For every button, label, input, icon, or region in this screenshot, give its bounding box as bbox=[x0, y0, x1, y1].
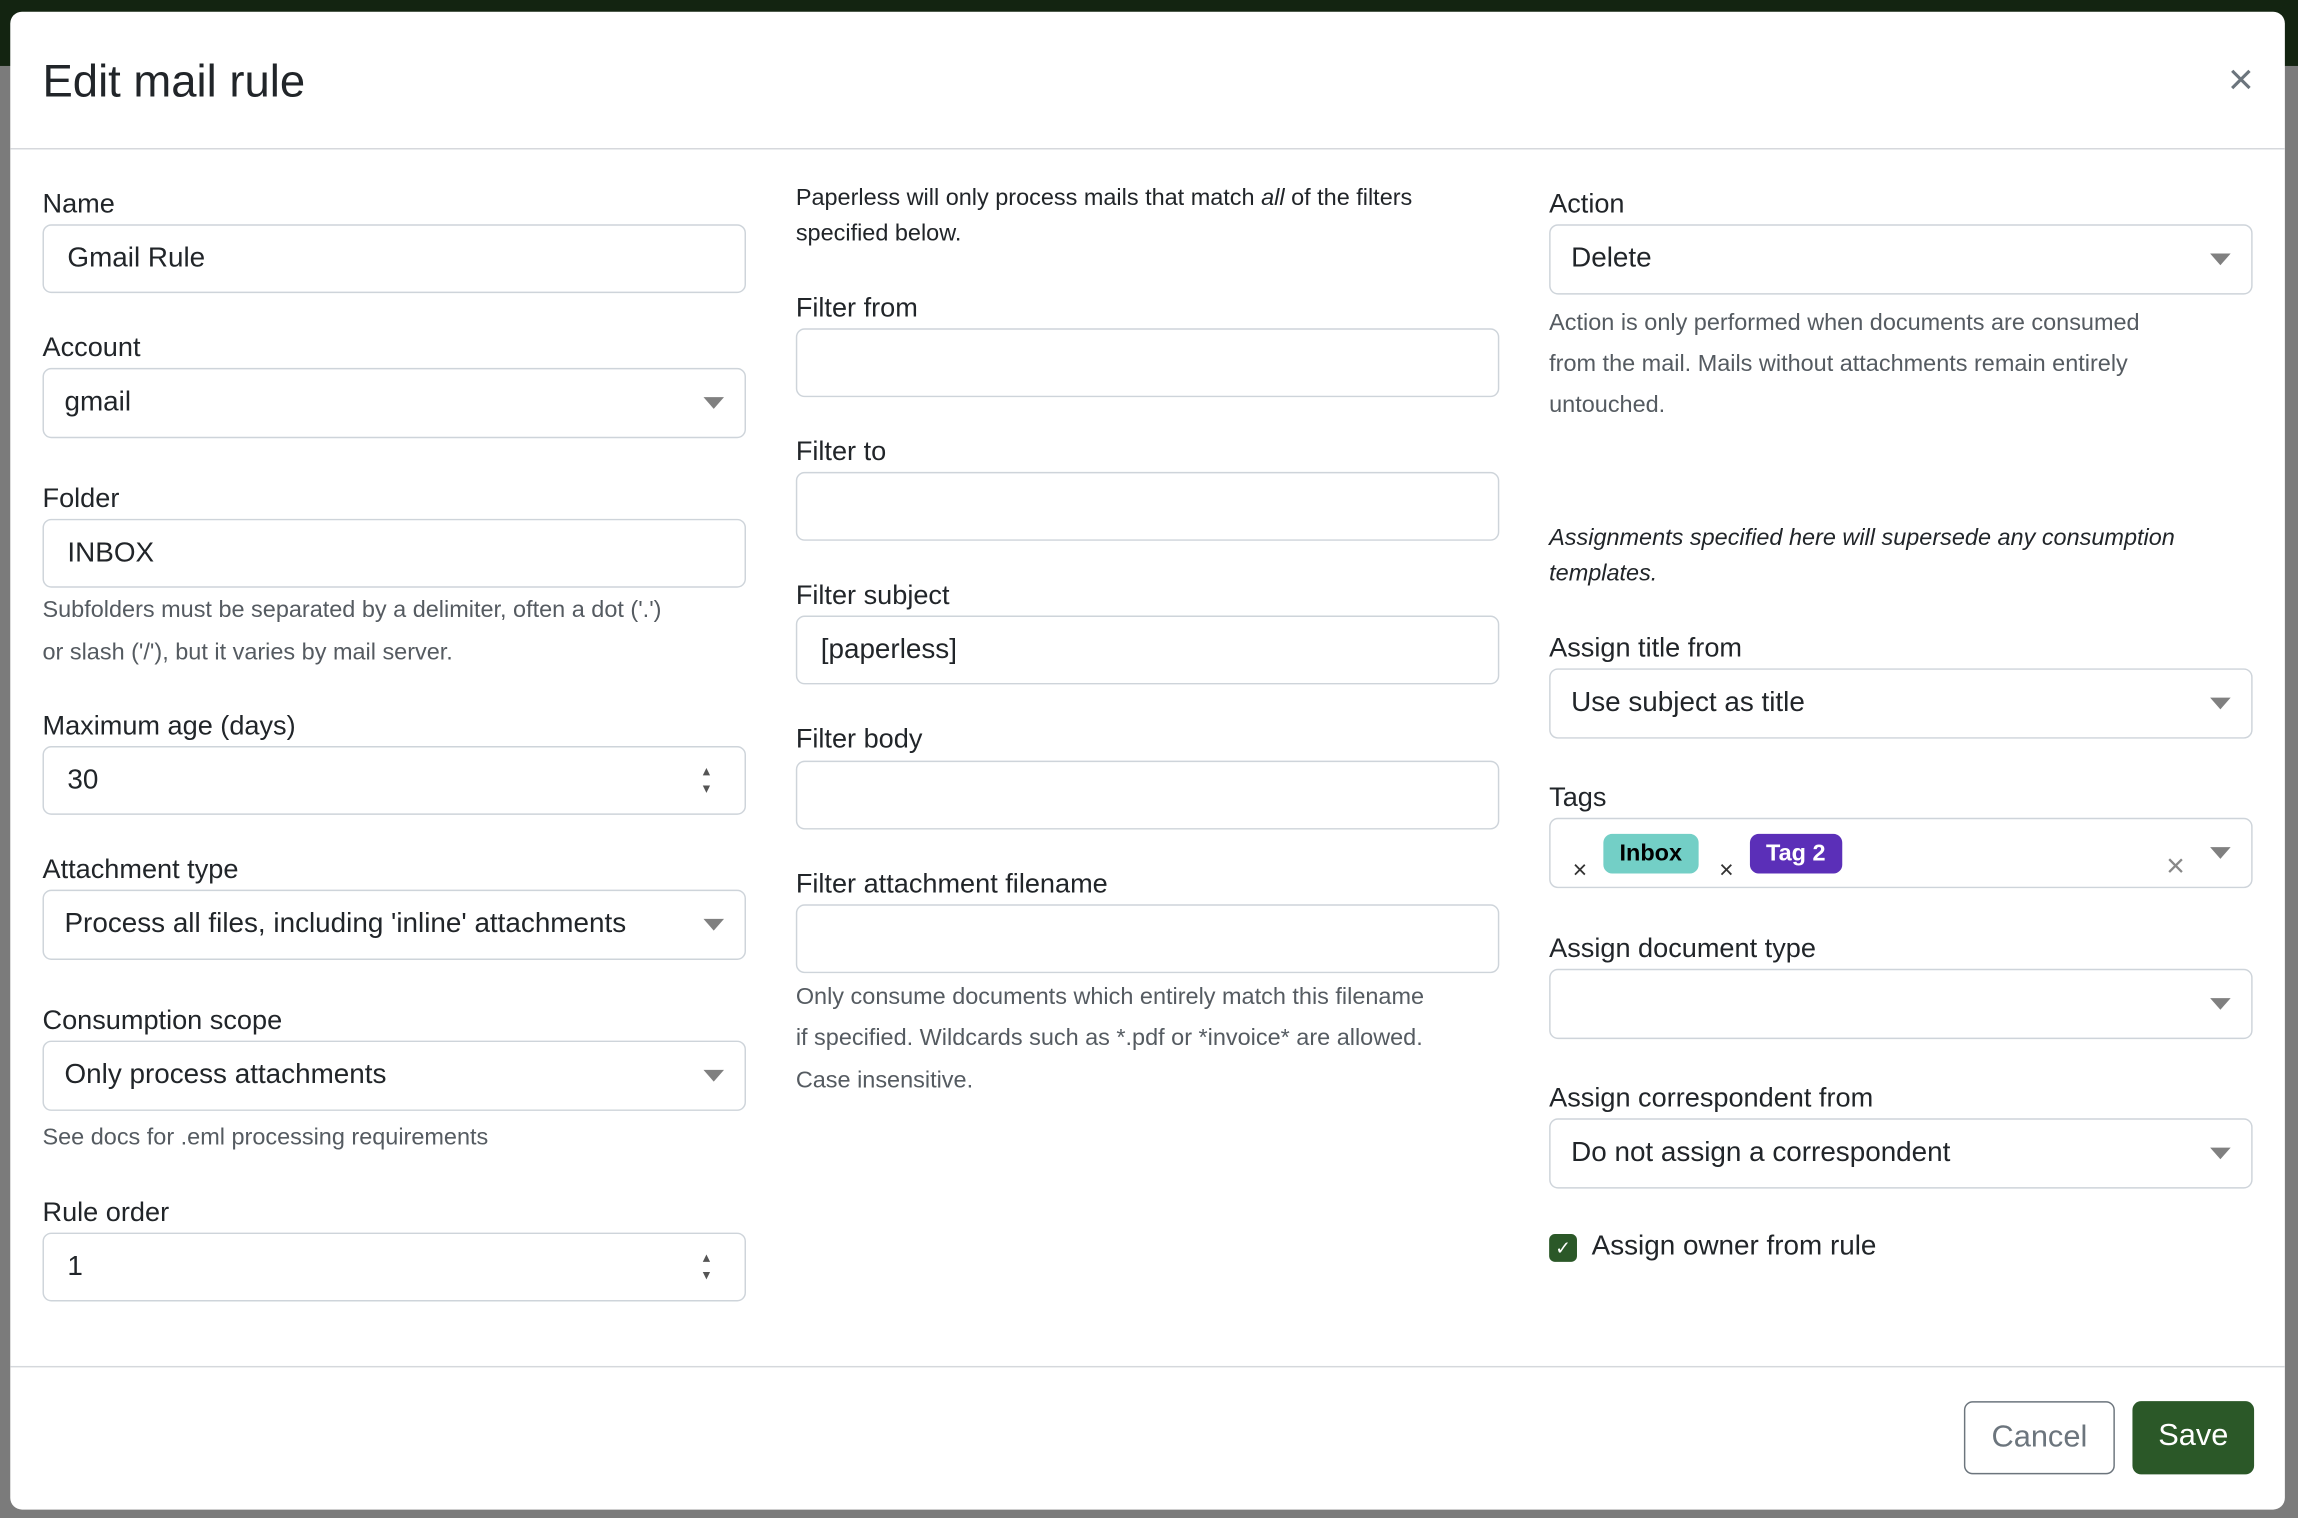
filter-body-label: Filter body bbox=[795, 722, 923, 754]
filter-to-input[interactable] bbox=[795, 471, 1500, 541]
folder-label: Folder bbox=[42, 482, 120, 513]
rule-order-label: Rule order bbox=[42, 1195, 170, 1227]
edit-mail-rule-dialog: Edit mail rule × Name Gmail Rule Account… bbox=[10, 11, 2285, 1510]
intro-line-2: specified below. bbox=[795, 221, 962, 247]
number-spinner-icon[interactable]: ▴ ▾ bbox=[702, 763, 711, 798]
folder-help-2: or slash ('/'), but it varies by mail se… bbox=[42, 640, 453, 666]
attachment-type-label: Attachment type bbox=[42, 852, 239, 884]
chevron-down-icon[interactable] bbox=[2210, 847, 2231, 859]
assignments-note: Assignments specified here will supersed… bbox=[1549, 522, 2252, 592]
owner-checkbox[interactable]: ✓ bbox=[1549, 1234, 1577, 1262]
account-value: gmail bbox=[64, 386, 132, 418]
filter-from-input[interactable] bbox=[795, 328, 1500, 398]
dialog-title: Edit mail rule bbox=[42, 55, 306, 107]
cancel-button[interactable]: Cancel bbox=[1963, 1401, 2115, 1475]
rule-order-value: 1 bbox=[67, 1251, 83, 1283]
chevron-down-icon bbox=[703, 397, 725, 409]
consumption-scope-label: Consumption scope bbox=[42, 1003, 283, 1035]
remove-tag-icon[interactable]: × bbox=[1719, 855, 1734, 884]
chevron-down-icon bbox=[2210, 1147, 2231, 1160]
header-divider bbox=[10, 148, 2285, 150]
chevron-down-icon bbox=[2210, 253, 2231, 266]
intro-emphasis: all bbox=[1261, 186, 1285, 212]
action-label: Action bbox=[1549, 187, 1625, 219]
consumption-scope-value: Only process attachments bbox=[64, 1059, 387, 1091]
attachment-type-select[interactable]: Process all files, including 'inline' at… bbox=[42, 889, 746, 960]
intro-text: Paperless will only process mails that m… bbox=[795, 186, 1262, 212]
assignments-note-line-2: templates. bbox=[1549, 561, 1658, 587]
tag-badge: Tag 2 bbox=[1749, 833, 1842, 874]
folder-input[interactable]: INBOX bbox=[42, 518, 746, 588]
tags-label: Tags bbox=[1549, 781, 1607, 812]
filter-subject-label: Filter subject bbox=[795, 578, 950, 610]
remove-tag-icon[interactable]: × bbox=[1572, 855, 1588, 884]
tags-select[interactable]: × Inbox × Tag 2 × bbox=[1549, 817, 2253, 889]
action-value: Delete bbox=[1571, 243, 1652, 275]
doc-type-label: Assign document type bbox=[1549, 932, 1816, 963]
correspondent-select[interactable]: Do not assign a correspondent bbox=[1549, 1118, 2253, 1189]
action-help-2: from the mail. Mails without attachments… bbox=[1549, 351, 2128, 377]
save-button[interactable]: Save bbox=[2132, 1401, 2255, 1475]
footer-divider bbox=[10, 1365, 2285, 1368]
chevron-down-icon bbox=[703, 1069, 725, 1082]
filter-subject-input[interactable]: [paperless] bbox=[795, 615, 1500, 685]
account-select[interactable]: gmail bbox=[42, 367, 746, 439]
assign-title-select[interactable]: Use subject as title bbox=[1549, 668, 2253, 739]
max-age-input[interactable]: 30 ▴ ▾ bbox=[42, 745, 746, 815]
correspondent-label: Assign correspondent from bbox=[1549, 1081, 1874, 1113]
max-age-value: 30 bbox=[67, 765, 99, 796]
folder-help: Subfolders must be separated by a delimi… bbox=[42, 597, 662, 623]
action-help-3: untouched. bbox=[1549, 392, 1666, 418]
action-help: Action is only performed when documents … bbox=[1549, 310, 2140, 336]
filter-from-label: Filter from bbox=[795, 291, 918, 323]
intro-text-end: of the filters bbox=[1284, 186, 1413, 212]
assign-title-label: Assign title from bbox=[1549, 631, 1743, 663]
max-age-label: Maximum age (days) bbox=[42, 709, 296, 741]
chevron-down-icon bbox=[2210, 697, 2231, 710]
tag-badge: Inbox bbox=[1603, 833, 1699, 874]
filter-attachment-label: Filter attachment filename bbox=[795, 867, 1108, 899]
number-spinner-icon[interactable]: ▴ ▾ bbox=[702, 1250, 711, 1284]
owner-checkbox-label[interactable]: Assign owner from rule bbox=[1591, 1231, 1877, 1262]
action-select[interactable]: Delete bbox=[1549, 224, 2253, 295]
assignments-note-line-1: Assignments specified here will supersed… bbox=[1549, 526, 2175, 552]
filter-to-label: Filter to bbox=[795, 435, 887, 467]
clear-all-icon[interactable]: × bbox=[2166, 847, 2186, 884]
chevron-down-icon bbox=[2210, 998, 2231, 1010]
rule-order-input[interactable]: 1 ▴ ▾ bbox=[42, 1232, 746, 1302]
close-icon[interactable]: × bbox=[2228, 55, 2254, 105]
assign-title-value: Use subject as title bbox=[1571, 687, 1805, 719]
attachment-type-value: Process all files, including 'inline' at… bbox=[64, 908, 627, 940]
name-label: Name bbox=[42, 187, 115, 219]
doc-type-select[interactable] bbox=[1549, 968, 2253, 1040]
name-input[interactable]: Gmail Rule bbox=[42, 224, 746, 294]
filter-attachment-help-3: Case insensitive. bbox=[795, 1068, 974, 1094]
filter-attachment-input[interactable] bbox=[795, 904, 1500, 974]
consumption-scope-select[interactable]: Only process attachments bbox=[42, 1040, 746, 1111]
consumption-scope-help: See docs for .eml processing requirement… bbox=[42, 1125, 489, 1151]
chevron-down-icon bbox=[703, 918, 725, 931]
account-label: Account bbox=[42, 331, 141, 363]
filter-attachment-help: Only consume documents which entirely ma… bbox=[795, 984, 1425, 1010]
filter-attachment-help-2: if specified. Wildcards such as *.pdf or… bbox=[795, 1025, 1423, 1051]
filters-intro: Paperless will only process mails that m… bbox=[796, 182, 1499, 252]
correspondent-value: Do not assign a correspondent bbox=[1571, 1137, 1951, 1169]
filter-body-input[interactable] bbox=[795, 760, 1500, 830]
